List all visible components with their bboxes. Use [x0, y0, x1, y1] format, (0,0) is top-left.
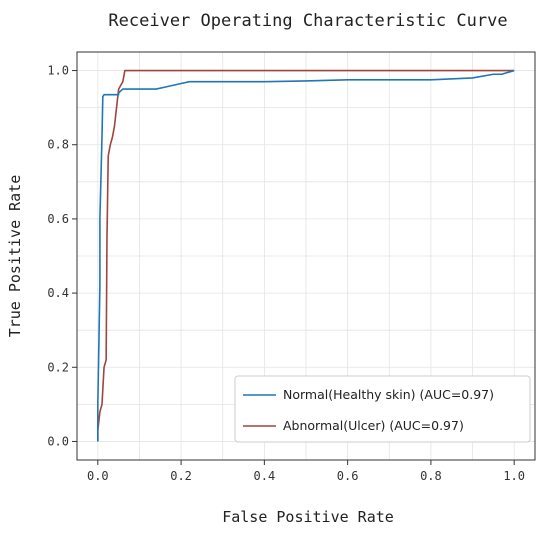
- y-tick-label: 0.2: [47, 360, 69, 374]
- legend-label-normal: Normal(Healthy skin) (AUC=0.97): [283, 387, 494, 402]
- y-tick-label: 0.4: [47, 286, 69, 300]
- y-axis-label: True Positive Rate: [6, 175, 24, 338]
- x-tick-label: 0.0: [87, 469, 109, 483]
- axis-ticks: 0.0 0.2 0.4 0.6 0.8 1.0 0.0 0.2 0.4 0.6 0.8 1.0: [47, 64, 525, 483]
- x-tick-label: 0.2: [170, 469, 192, 483]
- x-axis-label: False Positive Rate: [222, 508, 394, 526]
- x-tick-label: 0.8: [420, 469, 442, 483]
- legend-box: [234, 375, 531, 443]
- y-tick-label: 0.0: [47, 434, 69, 448]
- series-line-abnormal: [97, 69, 515, 442]
- y-tick-label: 0.6: [47, 212, 69, 226]
- plot-frame: [76, 51, 536, 461]
- series-line-normal: [97, 69, 515, 442]
- legend: Normal(Healthy skin) (AUC=0.97) Abnormal…: [234, 375, 531, 443]
- chart-title: Receiver Operating Characteristic Curve: [108, 11, 507, 31]
- series-layer: [97, 69, 515, 442]
- x-tick-label: 0.4: [254, 469, 276, 483]
- y-tick-label: 0.8: [47, 138, 69, 152]
- x-tick-label: 1.0: [503, 469, 525, 483]
- x-tick-label: 0.6: [337, 469, 359, 483]
- legend-label-abnormal: Abnormal(Ulcer) (AUC=0.97): [283, 418, 464, 433]
- y-tick-label: 1.0: [47, 64, 69, 78]
